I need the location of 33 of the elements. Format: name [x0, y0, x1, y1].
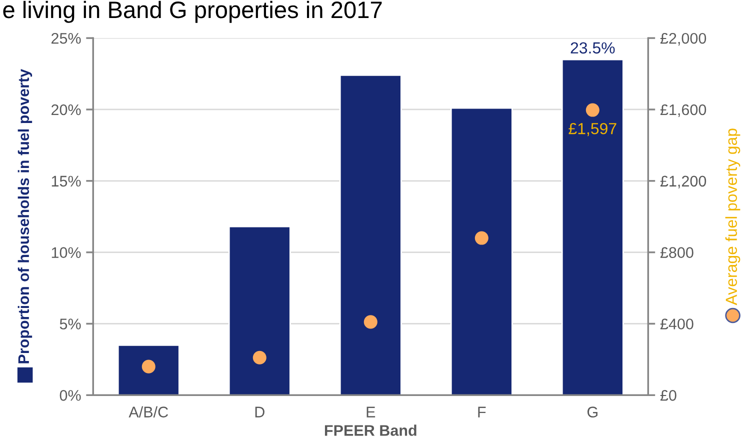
y-tick-label: 5%	[60, 318, 81, 330]
bar	[339, 74, 402, 396]
x-axis-title: FPEER Band	[324, 424, 416, 436]
bar	[450, 107, 513, 396]
bar	[228, 226, 291, 396]
y-tick-label: 15%	[52, 176, 81, 187]
x-tick-label: G	[587, 406, 598, 418]
data-label: 23.5%	[570, 42, 615, 54]
y2-tick-label: £800	[660, 247, 694, 258]
point	[364, 315, 378, 329]
bar	[561, 58, 624, 396]
y-tick-label: 0%	[60, 390, 81, 401]
data-label: £1,597	[568, 122, 616, 136]
y-tick-label: 25%	[52, 32, 81, 44]
y-axis-title: Proportion of households in fuel poverty	[18, 68, 32, 364]
point	[586, 103, 600, 117]
y2-axis-title: Average fuel poverty gap	[725, 128, 740, 306]
x-tick-label: E	[366, 406, 376, 418]
y2-tick-label: £0	[660, 390, 676, 401]
y2-tick-label: £400	[660, 318, 694, 330]
x-tick-label: D	[255, 406, 264, 418]
y2-tick-label: £1,600	[660, 104, 706, 117]
y-tick-label: 10%	[52, 247, 81, 258]
chart-title: e living in Band G properties in 2017	[3, 0, 382, 23]
y2-tick-label: £2,000	[660, 32, 706, 46]
bar	[117, 344, 180, 396]
point	[142, 360, 156, 374]
x-tick-label: F	[478, 406, 486, 418]
x-tick-label: A/B/C	[128, 406, 168, 418]
point	[252, 350, 266, 364]
y2-tick-label: £1,200	[660, 176, 706, 188]
y-tick-label: 20%	[52, 104, 81, 116]
point	[474, 231, 488, 245]
